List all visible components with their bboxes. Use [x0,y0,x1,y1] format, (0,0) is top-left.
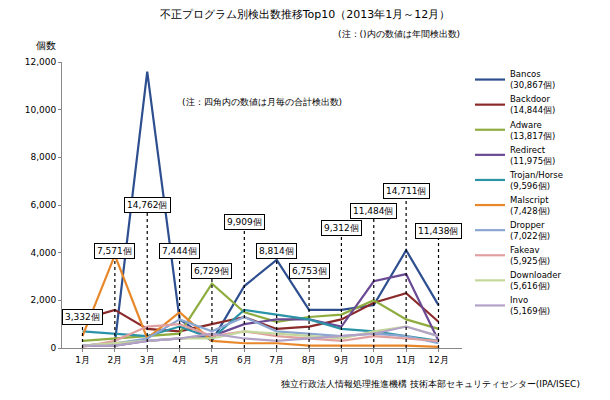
svg-text:独立行政法人情報処理推進機構 技術本部セキュリティセンター(: 独立行政法人情報処理推進機構 技術本部セキュリティセンター(IPA/ISEC) [281,379,580,389]
svg-text:9,909個: 9,909個 [227,217,262,227]
svg-text:8,000: 8,000 [30,152,56,162]
svg-text:11,484個: 11,484個 [353,206,394,216]
svg-text:11,438個: 11,438個 [418,226,459,236]
svg-text:個数: 個数 [36,40,56,51]
svg-text:14,711個: 14,711個 [386,186,427,196]
svg-text:Dropper(7,022個): Dropper(7,022個) [510,220,550,241]
svg-text:3,332個: 3,332個 [65,312,100,322]
svg-text:Downloader(5,616個): Downloader(5,616個) [510,270,561,291]
svg-text:Redirect(11,975個): Redirect(11,975個) [510,145,555,166]
svg-text:9,312個: 9,312個 [324,223,359,233]
svg-text:12月: 12月 [428,355,448,365]
svg-text:12,000: 12,000 [25,57,57,67]
svg-text:Trojan/Horse(9,596個): Trojan/Horse(9,596個) [509,170,563,191]
svg-text:2月: 2月 [107,355,122,365]
svg-text:10月: 10月 [364,355,384,365]
svg-text:Malscript(7,428個): Malscript(7,428個) [510,195,550,216]
svg-text:4月: 4月 [172,355,187,365]
svg-text:6,729個: 6,729個 [194,266,229,276]
svg-text:2,000: 2,000 [30,295,56,305]
svg-text:7,444個: 7,444個 [162,246,197,256]
svg-text:Fakeav(5,925個): Fakeav(5,925個) [510,245,550,266]
svg-text:(注：四角内の数値は月毎の合計検出数): (注：四角内の数値は月毎の合計検出数) [182,97,342,107]
svg-text:8月: 8月 [302,355,317,365]
svg-text:7月: 7月 [269,355,284,365]
svg-text:Adware(13,817個): Adware(13,817個) [510,120,555,141]
svg-text:1月: 1月 [75,355,90,365]
svg-text:Bancos(30,867個): Bancos(30,867個) [510,69,555,90]
svg-text:3月: 3月 [140,355,155,365]
svg-text:Backdoor(14,844個): Backdoor(14,844個) [510,94,555,115]
svg-text:0: 0 [50,343,56,353]
svg-text:14,762個: 14,762個 [127,200,168,210]
svg-text:9月: 9月 [334,355,349,365]
svg-text:10,000: 10,000 [25,105,57,115]
svg-text:7,571個: 7,571個 [97,246,132,256]
svg-text:(注：()内の数値は年間検出数): (注：()内の数値は年間検出数) [338,29,460,39]
svg-text:6月: 6月 [237,355,252,365]
svg-text:6,753個: 6,753個 [292,266,327,276]
svg-text:不正プログラム別検出数推移Top10（2013年1月～12月: 不正プログラム別検出数推移Top10（2013年1月～12月） [160,8,451,21]
svg-text:11月: 11月 [396,355,416,365]
svg-text:8,814個: 8,814個 [259,246,294,256]
svg-text:6,000: 6,000 [30,200,56,210]
svg-text:5月: 5月 [205,355,220,365]
svg-text:4,000: 4,000 [30,248,56,258]
svg-text:Invo(5,169個): Invo(5,169個) [510,295,550,316]
